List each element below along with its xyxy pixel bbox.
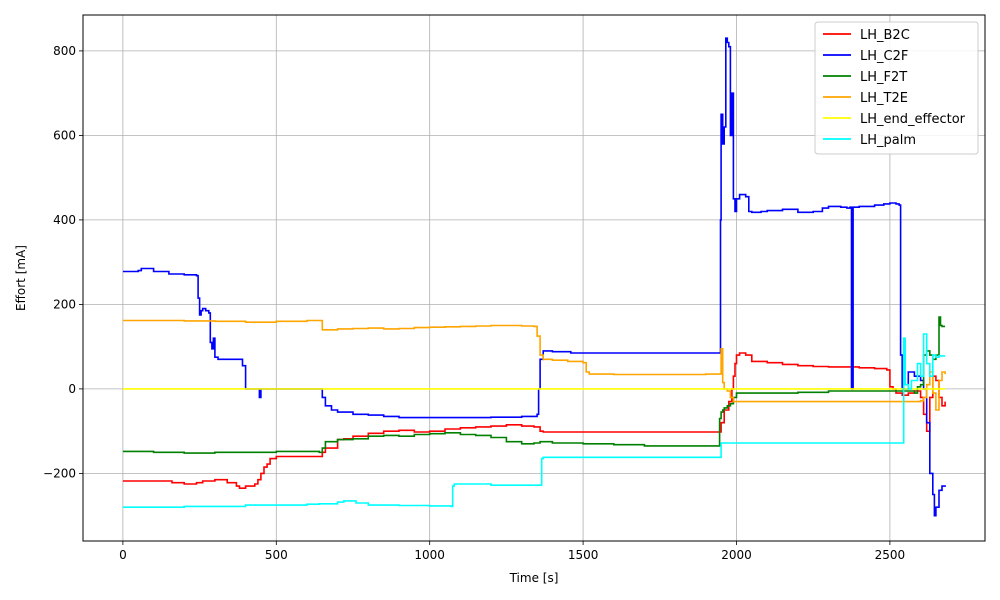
x-tick-label: 2000 [721, 548, 752, 562]
legend-label: LH_F2T [860, 70, 907, 85]
y-axis-label: Effort [mA] [14, 245, 28, 311]
x-tick-label: 1500 [568, 548, 599, 562]
y-tick-label: 0 [68, 382, 76, 396]
x-tick-label: 1000 [414, 548, 445, 562]
series-layer [122, 37, 946, 517]
plot-frame [82, 14, 986, 542]
ticks: 0 500 1000 1500 2000 2500 −200 0 200 400 600 800 [43, 44, 905, 562]
x-axis-label: Time [s] [509, 571, 559, 585]
y-tick-label: 800 [53, 44, 76, 58]
x-tick-label: 0 [119, 548, 127, 562]
y-tick-label: 400 [53, 213, 76, 227]
legend-label: LH_C2F [860, 49, 908, 64]
series-line-LH_B2C [122, 352, 946, 489]
y-tick-label: −200 [43, 466, 76, 480]
legend-label: LH_palm [860, 133, 916, 148]
legend-label: LH_B2C [860, 28, 910, 43]
series-line-LH_C2F [122, 37, 946, 517]
series-line-LH_palm [122, 333, 946, 508]
x-tick-label: 2500 [875, 548, 906, 562]
x-tick-label: 500 [265, 548, 288, 562]
legend-label: LH_end_effector [860, 112, 966, 127]
y-tick-label: 200 [53, 297, 76, 311]
y-tick-label: 600 [53, 128, 76, 142]
series-line-LH_T2E [122, 319, 946, 411]
legend: LH_B2C LH_C2F LH_F2T LH_T2E LH_end_effector L… [814, 21, 979, 155]
legend-box [814, 21, 979, 155]
legend-label: LH_T2E [860, 91, 908, 106]
series-line-LH_F2T [122, 316, 946, 454]
